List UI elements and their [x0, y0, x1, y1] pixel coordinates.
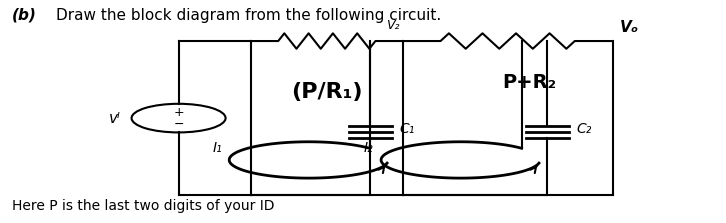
Text: Vₒ: Vₒ: [620, 20, 639, 35]
Text: C₁: C₁: [399, 122, 415, 136]
Text: −: −: [174, 118, 184, 131]
Text: vᴵ: vᴵ: [109, 111, 121, 126]
Text: Draw the block diagram from the following circuit.: Draw the block diagram from the followin…: [56, 8, 441, 23]
Text: +: +: [174, 106, 184, 119]
Text: (P/R₁): (P/R₁): [291, 82, 362, 102]
Text: V₂: V₂: [386, 19, 399, 32]
Text: I₁: I₁: [212, 141, 222, 155]
Text: I₂: I₂: [364, 141, 374, 155]
Text: Here P is the last two digits of your ID: Here P is the last two digits of your ID: [12, 199, 274, 213]
Text: C₂: C₂: [576, 122, 592, 136]
Text: P+R₂: P+R₂: [502, 73, 556, 92]
Text: (b): (b): [12, 8, 37, 23]
